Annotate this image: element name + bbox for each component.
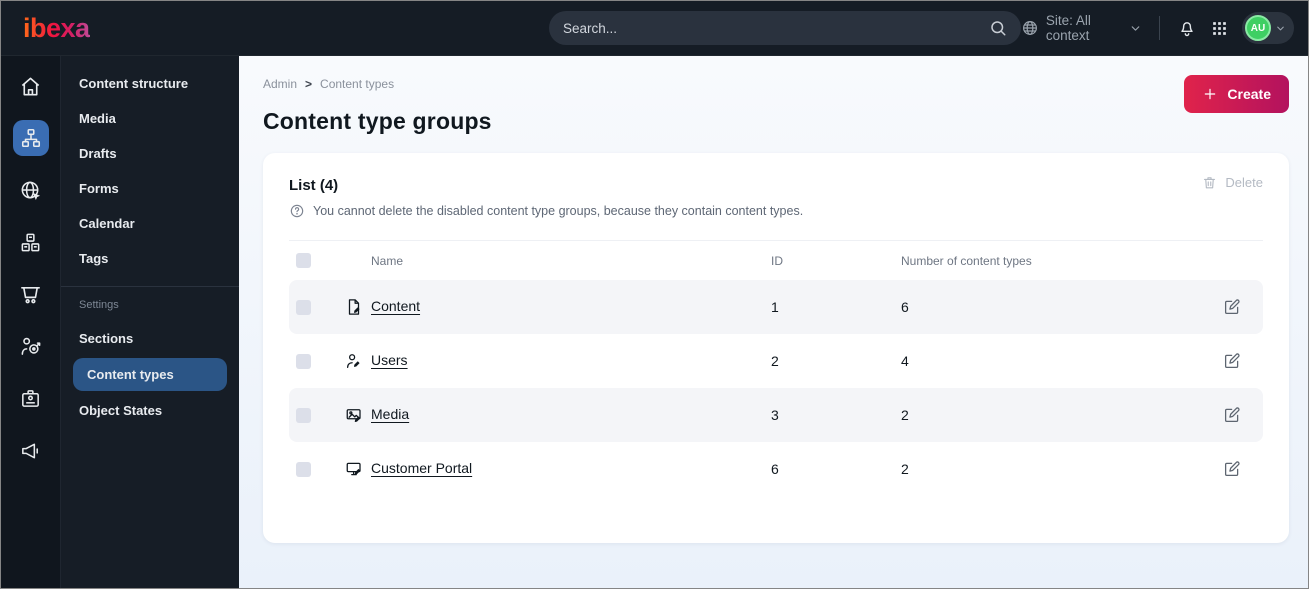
edit-button[interactable] (1223, 352, 1263, 370)
helper-note-text: You cannot delete the disabled content t… (313, 204, 804, 218)
table-row-content: Content 1 6 (289, 280, 1263, 334)
file-icon (337, 298, 371, 316)
avatar: AU (1245, 15, 1271, 41)
brand-logo[interactable]: ibexa (1, 13, 239, 44)
group-count: 2 (901, 407, 909, 423)
group-count: 4 (901, 353, 909, 369)
select-all-checkbox[interactable] (296, 253, 311, 268)
group-count: 2 (901, 461, 909, 477)
user-menu[interactable]: AU (1242, 12, 1294, 44)
icon-rail (1, 56, 61, 588)
list-count-title: List (4) (289, 177, 339, 194)
breadcrumb: Admin > Content types (263, 77, 1289, 91)
group-link[interactable]: Customer Portal (371, 460, 473, 476)
row-checkbox[interactable] (296, 461, 311, 477)
row-checkbox[interactable] (296, 353, 311, 369)
delete-button[interactable]: Delete (1202, 175, 1263, 190)
page-title: Content type groups (263, 108, 492, 134)
main-frame: Content structure Media Drafts Forms Cal… (1, 56, 1308, 588)
site-context-label: Site: All context (1045, 13, 1091, 43)
rail-personalization-icon[interactable] (13, 328, 49, 364)
topbar: ibexa Site: All context (1, 1, 1308, 56)
global-search[interactable] (549, 11, 1021, 45)
delete-button-label: Delete (1225, 175, 1263, 190)
content-type-groups-table: Name ID Number of content types Content … (289, 240, 1263, 496)
edit-button[interactable] (1223, 460, 1263, 478)
search-input[interactable] (563, 20, 989, 36)
create-button[interactable]: Create (1184, 75, 1289, 113)
rail-admin-badge-icon[interactable] (13, 380, 49, 416)
group-id: 6 (771, 461, 779, 477)
sidebar-item-content-types[interactable]: Content types (73, 358, 227, 391)
user-menu-chevron-icon (1275, 23, 1286, 34)
table-header-row: Name ID Number of content types (289, 240, 1263, 280)
monitor-icon (337, 460, 371, 478)
topbar-right: Site: All context AU (1021, 12, 1308, 44)
create-button-label: Create (1227, 86, 1271, 102)
breadcrumb-separator: > (305, 77, 313, 91)
user-icon (337, 352, 371, 370)
topbar-divider (1159, 16, 1160, 40)
group-link[interactable]: Media (371, 406, 410, 422)
notifications-bell-icon[interactable] (1177, 18, 1197, 38)
breadcrumb-admin[interactable]: Admin (263, 77, 298, 91)
row-checkbox[interactable] (296, 299, 311, 315)
trash-icon (1202, 175, 1217, 190)
rail-commerce-cart-icon[interactable] (13, 276, 49, 312)
sidebar-item-forms[interactable]: Forms (79, 181, 119, 196)
sidebar-item-tags[interactable]: Tags (79, 251, 109, 266)
table-row-users: Users 2 4 (289, 334, 1263, 388)
ibexa-logo: ibexa (23, 12, 90, 43)
breadcrumb-content-types: Content types (320, 77, 395, 91)
rail-products-icon[interactable] (13, 224, 49, 260)
sidebar-item-calendar[interactable]: Calendar (79, 216, 135, 231)
group-link[interactable]: Users (371, 352, 408, 368)
edit-button[interactable] (1223, 406, 1263, 424)
helper-note: You cannot delete the disabled content t… (289, 203, 1263, 219)
menu-divider (61, 286, 239, 287)
column-header-name: Name (371, 253, 404, 268)
globe-icon (1021, 19, 1039, 37)
group-count: 6 (901, 299, 909, 315)
column-header-count: Number of content types (901, 253, 1032, 268)
sidebar-item-sections[interactable]: Sections (79, 331, 134, 346)
column-header-id: ID (771, 253, 783, 268)
group-id: 1 (771, 299, 779, 315)
site-context-switcher[interactable]: Site: All context (1021, 13, 1142, 43)
image-icon (337, 406, 371, 424)
plus-icon (1202, 86, 1218, 102)
group-link[interactable]: Content (371, 298, 421, 314)
content-area: Admin > Content types Create Content typ… (239, 56, 1308, 588)
table-row-media: Media 3 2 (289, 388, 1263, 442)
settings-section-header: Settings (79, 299, 119, 311)
table-row-customer-portal: Customer Portal 6 2 (289, 442, 1263, 496)
rail-content-icon[interactable] (12, 120, 49, 156)
sidebar-menu: Content structure Media Drafts Forms Cal… (61, 56, 239, 588)
group-id: 2 (771, 353, 779, 369)
row-checkbox[interactable] (296, 407, 311, 423)
rail-home-icon[interactable] (13, 68, 49, 104)
sidebar-item-media[interactable]: Media (79, 111, 116, 126)
chevron-down-icon (1129, 22, 1142, 35)
rail-site-icon[interactable] (13, 172, 49, 208)
content-type-groups-panel: List (4) Delete You cannot delete the di… (263, 153, 1289, 543)
app-grid-icon[interactable] (1210, 19, 1229, 38)
sidebar-item-drafts[interactable]: Drafts (79, 146, 117, 161)
sidebar-item-content-structure[interactable]: Content structure (79, 76, 189, 91)
group-id: 3 (771, 407, 779, 423)
rail-marketing-megaphone-icon[interactable] (13, 432, 49, 468)
edit-button[interactable] (1223, 298, 1263, 316)
search-icon[interactable] (989, 19, 1007, 37)
sidebar-item-object-states[interactable]: Object States (79, 403, 163, 418)
question-circle-icon (289, 203, 305, 219)
